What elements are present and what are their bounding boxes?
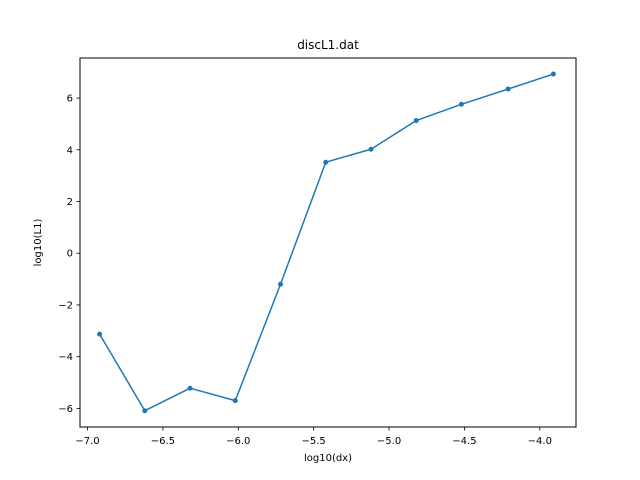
y-axis-label: log10(L1) (33, 219, 44, 267)
data-point (550, 71, 556, 77)
data-point (187, 385, 193, 391)
x-axis-label: log10(dx) (304, 453, 352, 464)
x-tick-label: −5.0 (377, 436, 401, 447)
y-tick-label: 2 (67, 197, 73, 208)
y-tick-label: −4 (58, 352, 73, 363)
x-tick-label: −6.0 (226, 436, 250, 447)
y-tick-label: 0 (67, 249, 73, 260)
data-point (323, 159, 329, 165)
x-tick-label: −5.5 (302, 436, 326, 447)
x-tick-label: −7.0 (75, 436, 99, 447)
data-point (413, 118, 419, 124)
x-axis: −7.0 −6.5 −6.0 −5.5 −5.0 −4.5 −4.0 (75, 427, 552, 447)
data-point (232, 398, 238, 404)
y-tick-label: 6 (67, 94, 73, 105)
y-tick-label: −2 (58, 300, 73, 311)
x-tick-label: −4.5 (452, 436, 476, 447)
data-point (97, 331, 103, 337)
data-point (278, 281, 284, 287)
axes-frame (79, 57, 577, 428)
data-point (142, 408, 148, 414)
data-point (368, 146, 374, 152)
x-tick-label: −6.5 (151, 436, 175, 447)
data-point (505, 86, 511, 92)
plot-area (97, 71, 556, 414)
y-axis: −6 −4 −2 0 2 4 6 (58, 94, 80, 415)
data-point (458, 101, 464, 107)
x-tick-label: −4.0 (528, 436, 552, 447)
chart-title: discL1.dat (297, 38, 359, 52)
y-tick-label: 4 (67, 145, 73, 156)
y-tick-label: −6 (58, 404, 73, 415)
